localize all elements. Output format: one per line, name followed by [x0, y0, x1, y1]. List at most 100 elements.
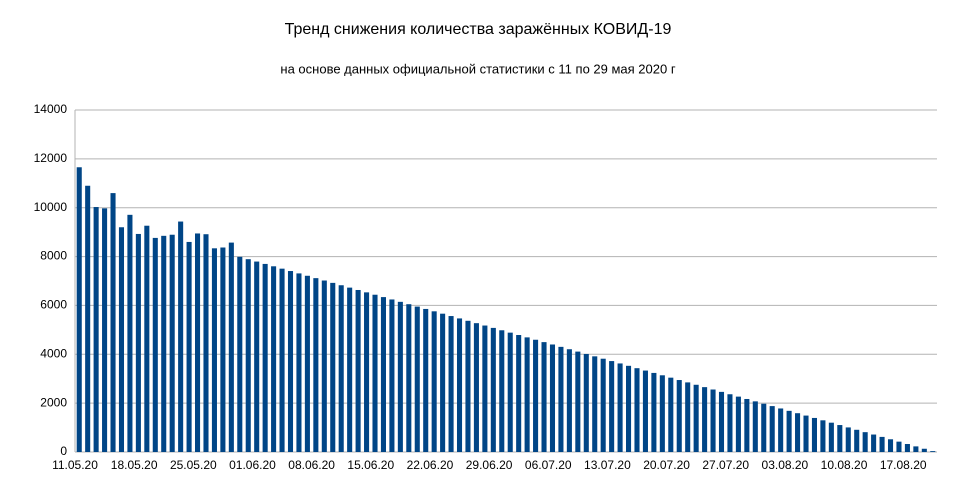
- bar: [228, 242, 234, 452]
- bar: [448, 316, 454, 452]
- bar: [330, 282, 336, 452]
- x-tick-label: 17.08.20: [880, 458, 927, 472]
- bar: [533, 339, 539, 452]
- bar: [837, 425, 843, 452]
- bar: [85, 185, 91, 453]
- bar: [921, 448, 927, 452]
- y-tick-label: 10000: [34, 200, 68, 214]
- bar: [718, 391, 725, 452]
- bar: [406, 304, 412, 452]
- bar: [896, 441, 902, 452]
- bar: [110, 193, 116, 452]
- bar: [482, 325, 488, 452]
- bar: [685, 382, 691, 452]
- bar: [803, 415, 809, 452]
- bar: [279, 268, 285, 452]
- bar: [195, 233, 201, 452]
- bar: [178, 221, 184, 452]
- bar: [887, 439, 894, 452]
- bar: [600, 358, 606, 452]
- bar: [710, 389, 716, 452]
- bar: [372, 294, 378, 452]
- bar: [440, 313, 446, 452]
- y-tick-label: 4000: [40, 346, 67, 360]
- x-tick-label: 01.06.20: [229, 458, 276, 472]
- bar: [786, 410, 792, 452]
- x-tick-label: 20.07.20: [643, 458, 690, 472]
- bar: [693, 384, 699, 452]
- bar: [727, 394, 733, 452]
- bar: [321, 280, 327, 452]
- bar: [135, 233, 141, 452]
- bar: [854, 429, 860, 452]
- y-tick-label: 0: [60, 444, 67, 458]
- bar: [811, 417, 817, 452]
- bar: [254, 261, 260, 452]
- x-tick-label: 06.07.20: [525, 458, 572, 472]
- bar: [347, 287, 353, 452]
- bar: [592, 356, 598, 452]
- bar: [414, 306, 420, 452]
- bar: [828, 422, 834, 452]
- bar: [397, 301, 403, 452]
- y-tick-label: 6000: [40, 298, 67, 312]
- bar: [845, 427, 851, 452]
- x-tick-label: 18.05.20: [111, 458, 158, 472]
- x-tick-label: 27.07.20: [702, 458, 749, 472]
- x-tick-label: 08.06.20: [288, 458, 335, 472]
- bar: [583, 353, 589, 452]
- bar: [220, 247, 226, 452]
- x-tick-label: 25.05.20: [170, 458, 217, 472]
- bar: [287, 271, 294, 452]
- bar: [778, 408, 784, 452]
- bar: [380, 297, 386, 452]
- bar: [744, 398, 750, 452]
- bar: [203, 234, 209, 452]
- bar: [76, 167, 82, 453]
- bar: [169, 234, 175, 452]
- y-tick-label: 12000: [34, 151, 68, 165]
- bar: [237, 256, 243, 452]
- x-tick-label: 03.08.20: [762, 458, 809, 472]
- bar: [558, 346, 564, 452]
- bar: [609, 361, 615, 452]
- bar: [626, 365, 632, 452]
- bar: [516, 335, 522, 452]
- bar: [389, 299, 395, 452]
- bar: [152, 237, 158, 452]
- bar: [549, 344, 556, 452]
- bar: [769, 406, 775, 452]
- bar: [296, 273, 302, 452]
- bar: [93, 207, 99, 452]
- bar: [364, 292, 370, 452]
- x-tick-label: 11.05.20: [52, 458, 98, 472]
- bar: [735, 396, 741, 452]
- bar: [761, 403, 767, 452]
- bar: [271, 266, 277, 452]
- bar: [913, 446, 919, 452]
- bar: [262, 263, 268, 452]
- bar: [102, 208, 108, 452]
- bar: [879, 436, 885, 452]
- bar: [642, 370, 648, 452]
- bar: [313, 278, 319, 452]
- bar: [456, 318, 463, 452]
- bar: [507, 332, 513, 452]
- bar: [338, 285, 344, 452]
- bar: [245, 259, 251, 452]
- bar: [930, 451, 936, 452]
- bar: [465, 320, 471, 452]
- bar: [820, 420, 826, 452]
- bar: [473, 323, 479, 452]
- bar: [127, 214, 133, 452]
- chart-title: Тренд снижения количества заражённых КОВ…: [285, 21, 672, 38]
- bar: [161, 235, 167, 452]
- bar: [871, 434, 877, 452]
- y-tick-label: 8000: [40, 249, 67, 263]
- bar: [490, 327, 496, 452]
- x-tick-label: 22.06.20: [407, 458, 454, 472]
- bar: [702, 387, 708, 452]
- bar: [795, 413, 801, 452]
- bar: [431, 311, 437, 452]
